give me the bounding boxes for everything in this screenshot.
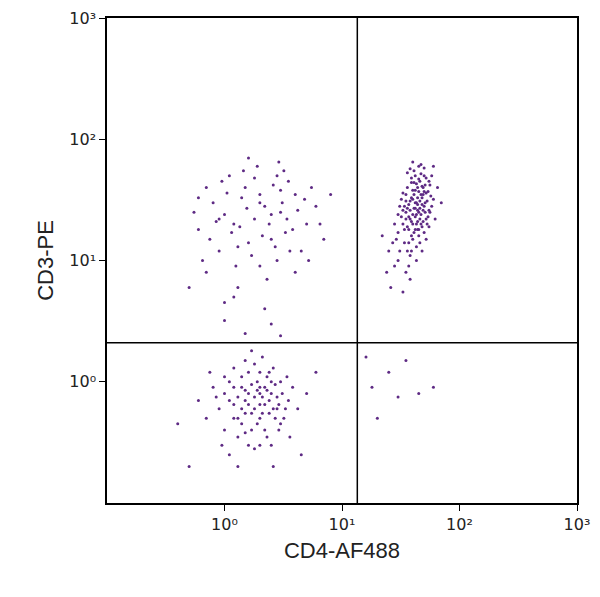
svg-text:10³: 10³ xyxy=(69,9,96,28)
svg-text:10⁰: 10⁰ xyxy=(69,372,96,391)
svg-text:CD4-AF488: CD4-AF488 xyxy=(284,538,400,563)
svg-text:10⁰: 10⁰ xyxy=(211,515,238,534)
svg-text:10²: 10² xyxy=(446,515,473,534)
svg-text:10¹: 10¹ xyxy=(69,251,96,270)
svg-text:10³: 10³ xyxy=(564,515,591,534)
svg-text:CD3-PE: CD3-PE xyxy=(33,220,58,301)
svg-text:10²: 10² xyxy=(69,130,96,149)
svg-text:10¹: 10¹ xyxy=(329,515,356,534)
